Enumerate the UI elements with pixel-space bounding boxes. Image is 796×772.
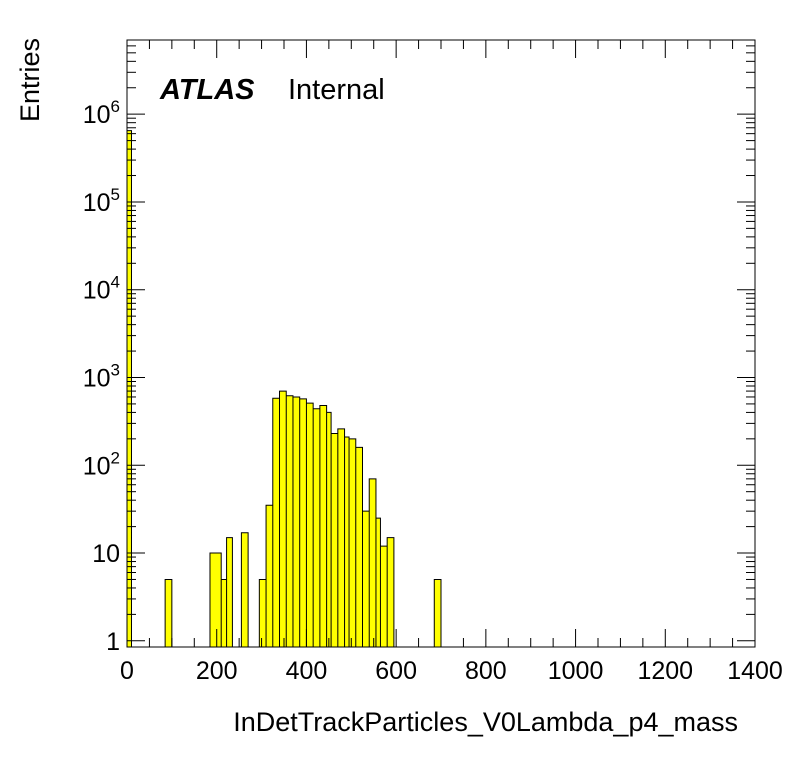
histogram-bar [209,553,222,647]
histogram-bar [306,403,314,647]
histogram-bar [299,398,307,647]
internal-label: Internal [288,74,385,106]
y-axis-ticks [127,39,755,642]
histogram-bar [380,546,388,647]
x-axis-tick-labels: 0 200 400 600 800 1000 1200 1400 [120,657,783,685]
histogram-bar [326,412,332,647]
histogram-bar [272,398,280,647]
y-axis-tick-labels: 1 10 102 103 104 105 106 [83,97,120,656]
x-tick-label: 200 [196,657,238,685]
y-tick-label: 102 [83,448,120,480]
y-tick-label: 10 [92,540,120,568]
histogram-bar [313,408,320,647]
histogram-bar [259,579,267,647]
histogram-bar [337,428,345,647]
x-tick-label: 1200 [637,657,693,685]
y-tick-label: 1 [106,628,120,656]
histogram-bar [331,433,338,647]
histogram-bars [126,130,442,648]
x-axis-ticks [126,40,756,647]
x-tick-label: 1000 [548,657,604,685]
x-tick-label: 1400 [727,657,783,685]
histogram-outline [126,130,442,647]
histogram-bar [221,579,227,647]
histogram-bar [266,505,273,647]
y-tick-label: 104 [83,273,120,305]
histogram-bar [355,447,363,647]
x-tick-label: 400 [286,657,328,685]
y-axis-title: Entries [15,38,45,122]
histogram-bar [369,478,376,647]
histogram-bar [127,130,132,648]
histogram-bar [387,537,394,647]
histogram-bar [434,579,441,647]
histogram-bar [349,438,356,647]
histogram-bar [375,518,381,647]
y-tick-label: 106 [83,97,120,129]
histogram-bar [362,511,370,647]
y-tick-label: 105 [83,185,120,217]
histogram-bar [292,396,300,647]
histogram-bar [226,537,233,647]
x-axis-title: InDetTrackParticles_V0Lambda_p4_mass [233,707,738,737]
histogram-bar [319,405,327,647]
x-tick-label: 800 [465,657,507,685]
histogram-bar [279,391,287,647]
histogram-bar [286,395,293,647]
y-tick-label: 103 [83,360,120,392]
x-tick-label: 0 [120,657,134,685]
x-tick-label: 600 [375,657,417,685]
histogram-bar [241,532,249,647]
histogram-bar [165,579,172,647]
histogram-bar [344,436,350,647]
atlas-label: ATLAS [159,74,255,106]
